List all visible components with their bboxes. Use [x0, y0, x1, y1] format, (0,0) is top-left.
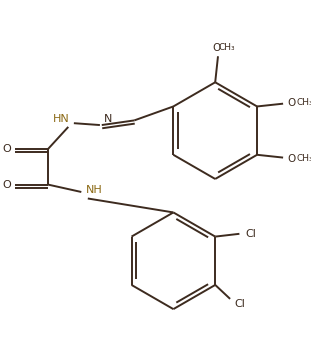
Text: NH: NH: [86, 185, 103, 195]
Text: Cl: Cl: [234, 298, 245, 308]
Text: HN: HN: [53, 115, 69, 125]
Text: CH₃: CH₃: [296, 154, 311, 163]
Text: CH₃: CH₃: [296, 98, 311, 107]
Text: O: O: [287, 98, 295, 108]
Text: O: O: [287, 154, 295, 164]
Text: N: N: [104, 115, 113, 125]
Text: Cl: Cl: [245, 229, 256, 239]
Text: CH₃: CH₃: [219, 44, 236, 52]
Text: O: O: [2, 180, 11, 190]
Text: O: O: [2, 144, 11, 154]
Text: O: O: [212, 43, 220, 53]
